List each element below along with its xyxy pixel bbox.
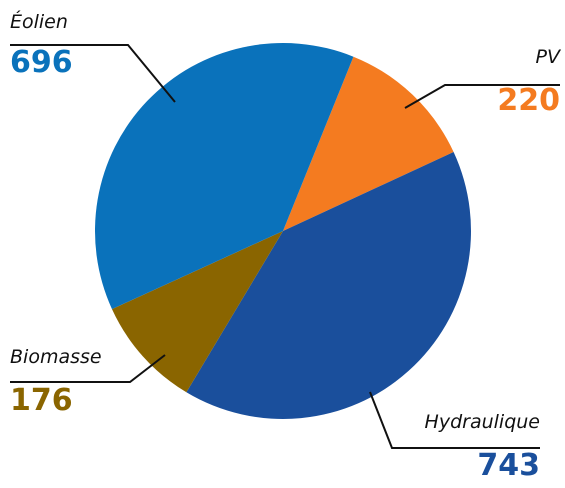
value-label: 176 [10, 383, 73, 418]
leader-line [10, 44, 176, 103]
value-label: 696 [10, 45, 73, 80]
pie-slice [95, 43, 354, 310]
pie-slice [111, 231, 283, 393]
value-label: 220 [497, 83, 560, 118]
slice-label: PV [536, 46, 562, 68]
pie-slice [283, 56, 454, 231]
leader-line [369, 391, 540, 449]
leader-line [10, 354, 166, 383]
slice-label: Éolien [10, 10, 68, 33]
pie-slice [186, 152, 472, 419]
slice-label: Hydraulique [425, 411, 540, 433]
value-label: 743 [477, 448, 540, 483]
leader-line [404, 84, 560, 109]
slice-label: Biomasse [10, 346, 102, 368]
